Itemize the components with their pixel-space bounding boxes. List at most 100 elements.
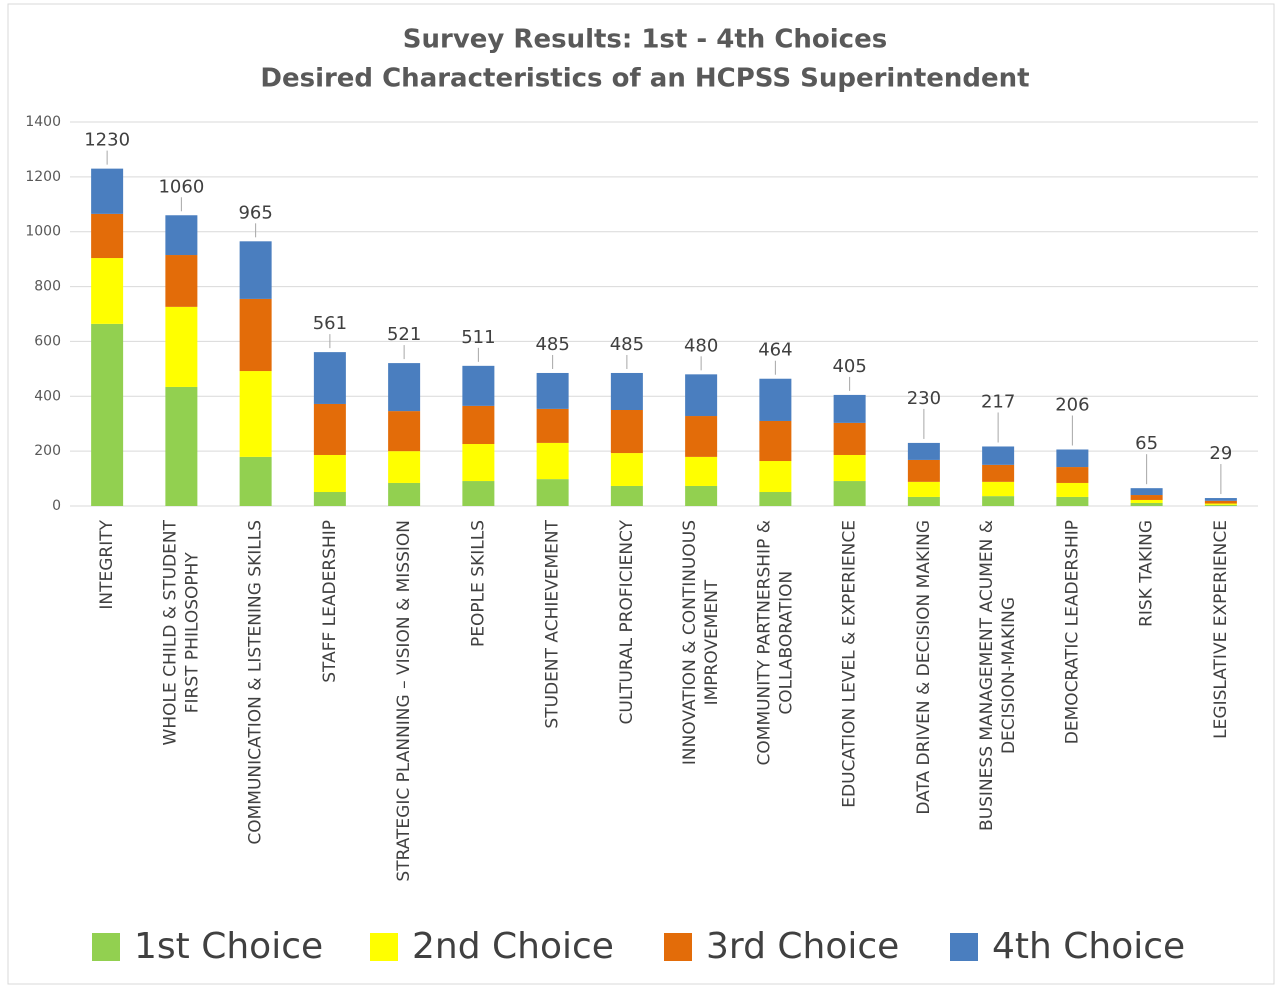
bar-segment: [239, 371, 272, 457]
bar-segment: [1130, 499, 1163, 503]
bar-segment: [759, 492, 792, 506]
bar-segment: [239, 456, 272, 506]
total-label: 65: [1135, 433, 1158, 454]
x-tick-label: RISK TAKING: [1137, 520, 1157, 627]
bar-segment: [1130, 502, 1163, 506]
bar-segment: [1056, 449, 1089, 468]
bar-segment: [462, 365, 495, 406]
bar-segment: [313, 352, 346, 404]
bar-segment: [462, 444, 495, 482]
bar-segment: [833, 394, 866, 423]
bar-segment: [91, 258, 124, 324]
bar-segment: [833, 422, 866, 455]
bar-segment: [907, 459, 940, 482]
bar-segment: [1056, 467, 1089, 483]
x-tick-label: EDUCATION LEVEL & EXPERIENCE: [840, 520, 860, 808]
bar-segment: [388, 411, 421, 452]
bar-segment: [1204, 503, 1237, 505]
x-tick-label: DEMOCRATIC LEADERSHIP: [1062, 520, 1082, 744]
bar-segment: [685, 374, 718, 417]
total-label: 1060: [158, 176, 204, 197]
bar-segment: [165, 306, 198, 387]
bar-segment: [165, 215, 198, 256]
total-label: 206: [1055, 394, 1089, 415]
total-label: 521: [387, 324, 421, 345]
total-label: 480: [684, 335, 718, 356]
total-label: 561: [313, 313, 347, 334]
bar-segment: [165, 386, 198, 506]
bar-segment: [1130, 488, 1163, 496]
bar-segment: [610, 410, 643, 454]
total-label: 29: [1209, 443, 1232, 464]
total-label: 1230: [84, 130, 130, 151]
bar-segment: [91, 168, 124, 214]
bar-segment: [165, 255, 198, 307]
x-tick-label: WHOLE CHILD & STUDENT FIRST PHILOSOPHY: [160, 519, 202, 745]
total-label: 464: [758, 340, 792, 361]
total-label: 485: [535, 334, 569, 355]
bar-segment: [1204, 504, 1237, 506]
legend-swatch: [370, 933, 398, 961]
x-tick-label: BUSINESS MANAGEMENT ACUMEN & DECISION-MAK…: [977, 520, 1019, 831]
bar-segment: [833, 454, 866, 482]
bar-segment: [239, 298, 272, 372]
x-tick-label: LEGISLATIVE EXPERIENCE: [1211, 520, 1231, 739]
bar-segment: [1204, 498, 1237, 501]
y-tick-label: 1200: [25, 169, 61, 185]
bar-segment: [1056, 482, 1089, 497]
legend-swatch: [664, 933, 692, 961]
bar-segment: [685, 456, 718, 486]
y-tick-label: 400: [34, 388, 61, 404]
bar-segment: [759, 461, 792, 493]
bar-segment: [1130, 495, 1163, 500]
x-tick-label: INNOVATION & CONTINUOUS IMPROVEMENT: [680, 520, 722, 765]
total-label: 217: [981, 391, 1015, 412]
bar-segment: [1204, 500, 1237, 504]
x-tick-label: PEOPLE SKILLS: [468, 520, 488, 647]
legend-label: 4th Choice: [992, 926, 1185, 967]
bar-segment: [982, 496, 1015, 506]
bar-segment: [388, 363, 421, 412]
y-tick-label: 800: [34, 279, 61, 295]
bar-segment: [313, 492, 346, 506]
bar-segment: [91, 213, 124, 259]
y-tick-label: 0: [52, 498, 61, 514]
total-label: 511: [461, 327, 495, 348]
bar-segment: [536, 479, 569, 506]
legend-label: 3rd Choice: [706, 926, 899, 967]
x-tick-label: STUDENT ACHIEVEMENT: [543, 519, 563, 728]
bar-segment: [610, 453, 643, 486]
chart-title: Survey Results: 1st - 4th Choices: [403, 25, 887, 55]
bar-segment: [536, 372, 569, 409]
legend-label: 2nd Choice: [412, 926, 614, 967]
bar-segment: [982, 464, 1015, 482]
bar-segment: [610, 485, 643, 506]
x-tick-label: CULTURAL PROFICIENCY: [617, 519, 637, 724]
x-tick-label: DATA DRIVEN & DECISION MAKING: [914, 520, 934, 815]
bar-segment: [759, 378, 792, 421]
bar-segment: [833, 481, 866, 506]
x-tick-label: COMMUNITY PARTNERSHIP & COLLABORATION: [754, 520, 796, 765]
bar-segment: [907, 442, 940, 460]
bar-segment: [239, 241, 272, 299]
x-tick-label: STAFF LEADERSHIP: [320, 520, 340, 683]
y-tick-label: 600: [34, 333, 61, 349]
bar-segment: [982, 446, 1015, 465]
y-tick-label: 1400: [25, 114, 61, 130]
bar-segment: [685, 416, 718, 457]
bar-segment: [759, 420, 792, 462]
bar-segment: [982, 481, 1015, 497]
legend-label: 1st Choice: [134, 926, 323, 967]
bar-segment: [685, 485, 718, 506]
total-label: 405: [832, 356, 866, 377]
x-tick-label: INTEGRITY: [97, 519, 117, 609]
bar-segment: [610, 372, 643, 410]
bar-segment: [462, 405, 495, 445]
x-tick-label: STRATEGIC PLANNING – VISION & MISSION: [394, 520, 414, 882]
bar-segment: [462, 481, 495, 506]
y-tick-label: 200: [34, 443, 61, 459]
bar-segment: [907, 481, 940, 497]
total-label: 230: [907, 388, 941, 409]
bar-segment: [1056, 496, 1089, 506]
